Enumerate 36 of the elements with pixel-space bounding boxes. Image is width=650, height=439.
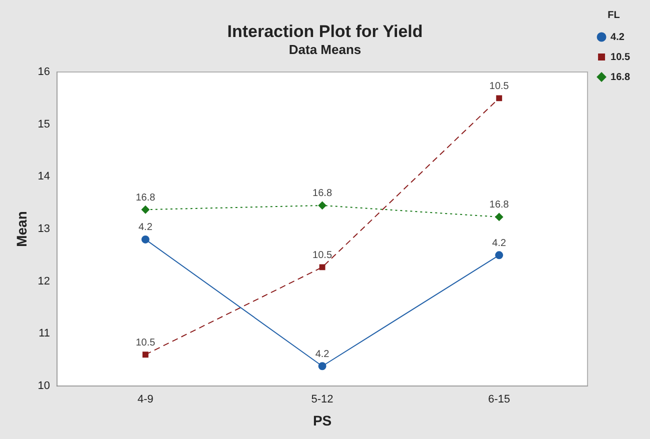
y-tick-label: 12 [38,275,50,288]
point [141,235,150,244]
chart-subtitle: Data Means [288,42,362,57]
y-tick-label: 10 [38,380,50,392]
x-tick-label: 4-9 [138,394,154,406]
legend-label: 16.8 [610,72,630,83]
annotation: 4.2 [138,222,153,234]
annotation: 4.2 [315,348,330,360]
chart-title: Interaction Plot for Yield [227,22,423,41]
point [496,95,502,102]
x-tick-label: 6-15 [488,394,510,406]
point [318,362,326,370]
legend-label: 10.5 [610,52,630,63]
y-tick-label: 11 [38,328,50,340]
point [142,352,148,358]
y-tick-label: 13 [38,223,50,236]
point [495,251,504,260]
annotation: 16.8 [136,192,156,204]
point [318,201,326,210]
x-tick-label: 5-12 [311,394,334,406]
point [141,206,150,214]
y-tick-label: 16 [38,66,50,78]
legend-label: 4.2 [610,32,625,43]
annotation: 10.5 [312,250,332,261]
x-axis-title: PS [312,412,332,428]
legend-title: FL [608,10,620,21]
y-axis-title: Mean [13,211,30,247]
annotation: 4.2 [492,238,507,249]
annotation: 10.5 [489,80,510,92]
point [495,212,504,221]
annotation: 16.8 [489,200,510,211]
y-tick-label: 14 [38,170,50,183]
annotation: 10.5 [136,337,156,348]
y-tick-label: 15 [38,118,50,130]
annotation: 16.8 [312,188,332,200]
point [319,264,326,270]
